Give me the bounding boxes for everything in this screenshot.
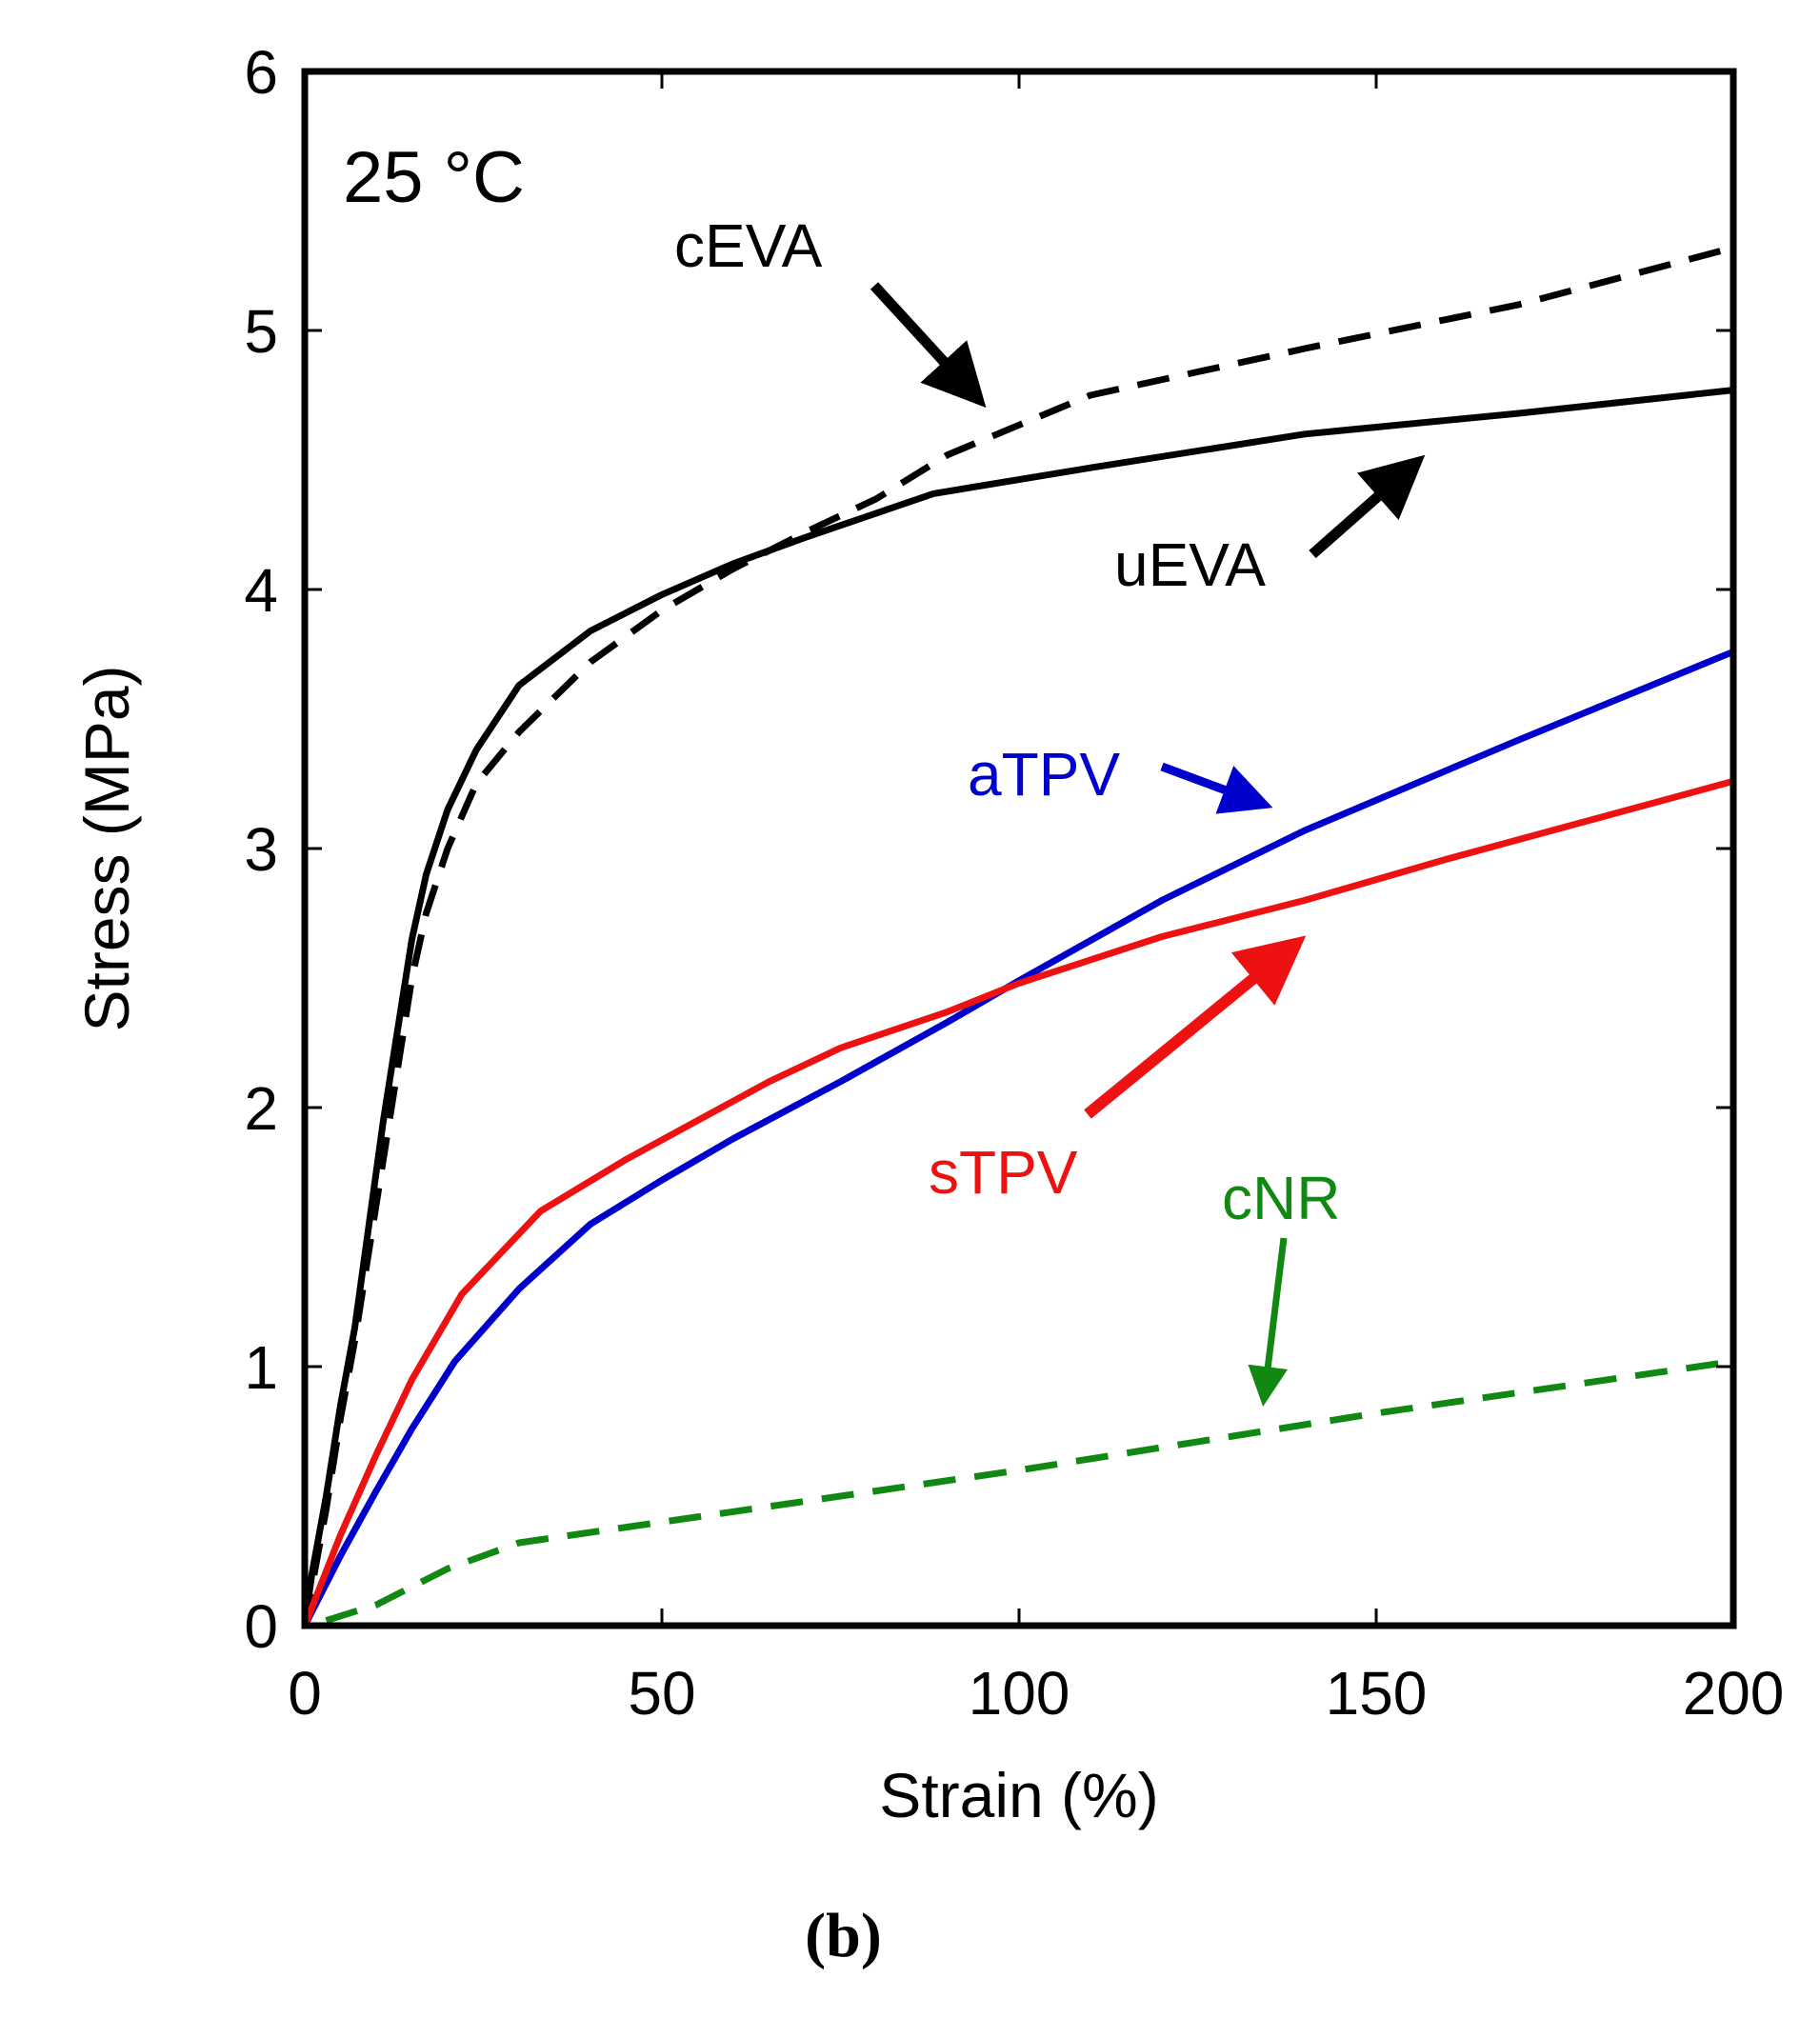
panel-label: (b) xyxy=(0,1900,1820,1972)
cNR-label: cNR xyxy=(1222,1164,1340,1232)
cNR-arrow xyxy=(1248,1237,1289,1407)
y-axis-title: Stress (MPa) xyxy=(71,665,142,1031)
y-tick-label: 5 xyxy=(244,297,278,366)
cEVA-arrow xyxy=(870,282,987,409)
series-layer xyxy=(301,244,1735,1628)
y-tick-label: 6 xyxy=(244,38,278,107)
plot-frame xyxy=(301,68,1737,1629)
temperature-label: 25 °C xyxy=(343,137,525,218)
x-tick-label: 200 xyxy=(1683,1659,1785,1728)
y-tick-label: 2 xyxy=(244,1074,278,1143)
series-line-aTPV xyxy=(301,649,1735,1628)
y-tick-label: 1 xyxy=(244,1333,278,1402)
x-axis-title: Strain (%) xyxy=(879,1760,1158,1830)
x-tick-label: 50 xyxy=(628,1659,695,1728)
uEVA-arrow xyxy=(1309,454,1426,559)
sTPV-arrow xyxy=(1084,935,1307,1119)
sTPV-label: sTPV xyxy=(929,1138,1078,1207)
uEVA-label: uEVA xyxy=(1114,530,1266,599)
x-tick-label: 0 xyxy=(288,1659,322,1728)
x-tick-label: 150 xyxy=(1326,1659,1428,1728)
cEVA-label: cEVA xyxy=(674,211,823,280)
y-tick-label: 4 xyxy=(244,556,278,625)
aTPV-arrow xyxy=(1160,762,1273,814)
series-line-cNR xyxy=(325,1358,1734,1624)
x-tick-label: 100 xyxy=(969,1659,1070,1728)
series-line-uEVA xyxy=(301,387,1734,1627)
y-tick-label: 3 xyxy=(244,815,278,884)
aTPV-label: aTPV xyxy=(968,740,1120,809)
series-line-sTPV xyxy=(301,777,1734,1628)
panel-label-text: (b) xyxy=(805,1901,882,1970)
series-line-cEVA xyxy=(301,244,1734,1627)
y-tick-label: 0 xyxy=(244,1592,278,1661)
